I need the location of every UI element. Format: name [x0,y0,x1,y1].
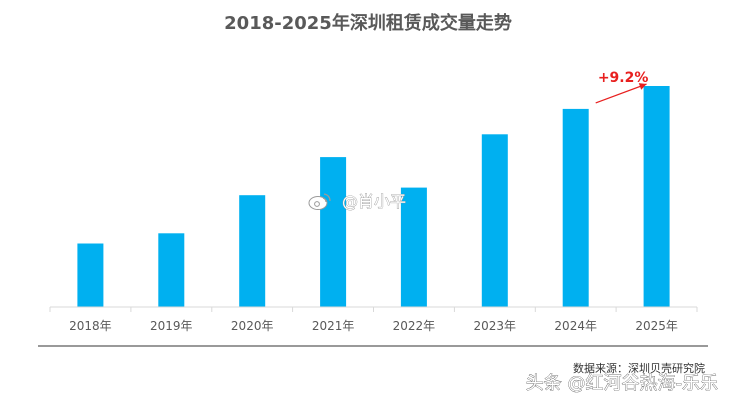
bar-0 [77,243,104,307]
source-note: 数据来源：深圳贝壳研究院 [573,361,705,375]
bar-5 [481,134,508,307]
x-tick-label-2: 2020年 [231,319,274,333]
weibo-icon [308,193,331,210]
x-tick-labels: 2018年 2019年 2020年 2021年 2022年 2023年 2024年 2025年 [49,307,698,333]
toutiao-watermark: 头条 @红河谷热海-乐乐 [526,373,718,394]
bar-6 [562,108,589,308]
x-tick-label-4: 2022年 [393,319,436,333]
weibo-watermark-text: @肖小平 [342,192,406,211]
bars-group [77,86,670,308]
weibo-watermark: @肖小平 [308,192,406,211]
growth-label: +9.2% [598,70,649,86]
bar-4 [400,187,427,307]
x-tick-label-7: 2025年 [635,319,678,333]
growth-arrow [595,83,647,104]
chart-title: 2018-2025年深圳租赁成交量走势 [224,12,512,34]
x-tick-label-0: 2018年 [69,319,112,333]
x-tick-label-1: 2019年 [150,319,193,333]
bar-7 [643,86,670,307]
bar-1 [158,233,185,307]
bar-3 [320,157,347,307]
growth-annotation: +9.2% [595,70,649,104]
x-tick-label-6: 2024年 [554,319,597,333]
growth-arrow-head [638,83,647,90]
bar-2 [239,195,266,307]
x-tick-label-5: 2023年 [474,319,517,333]
x-tick-label-3: 2021年 [312,319,355,333]
